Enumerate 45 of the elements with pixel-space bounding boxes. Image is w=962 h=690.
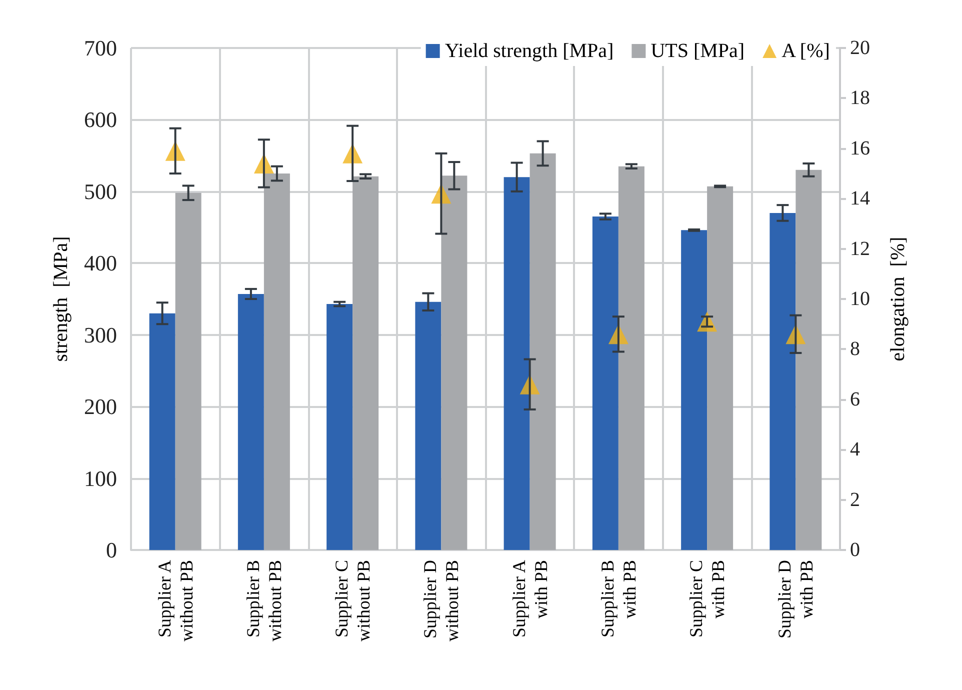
legend-label: UTS [MPa] bbox=[650, 40, 745, 62]
y2-tick-label: 12 bbox=[850, 238, 870, 260]
x-tick-label: Supplier D with PB bbox=[774, 560, 817, 638]
bar bbox=[796, 170, 822, 550]
y-tick-label: 0 bbox=[106, 538, 117, 562]
x-tick-label: Supplier B with PB bbox=[597, 560, 640, 638]
bar bbox=[707, 186, 734, 550]
y2-tick-label: 2 bbox=[850, 488, 860, 511]
y-axis-title: strength [MPa] bbox=[50, 236, 72, 362]
y2-tick-label: 8 bbox=[850, 338, 860, 360]
y2-tick-label: 18 bbox=[850, 87, 870, 110]
bar bbox=[238, 294, 264, 550]
y2-tick-label: 20 bbox=[850, 37, 870, 59]
bar bbox=[681, 230, 708, 550]
y-tick-label: 600 bbox=[84, 107, 117, 132]
y-tick-label: 700 bbox=[84, 36, 117, 60]
bar bbox=[504, 177, 530, 550]
bar bbox=[530, 153, 556, 550]
y-tick-label: 500 bbox=[84, 178, 117, 204]
y2-axis-title: elongation [%] bbox=[887, 236, 909, 362]
bar bbox=[175, 192, 202, 550]
bar bbox=[415, 302, 442, 550]
bar bbox=[264, 174, 290, 550]
y2-tick-label: 4 bbox=[850, 438, 860, 461]
y2-tick-label: 10 bbox=[850, 288, 870, 310]
y2-tick-label: 6 bbox=[850, 388, 860, 410]
y-tick-label: 200 bbox=[84, 394, 117, 420]
bar bbox=[618, 166, 644, 550]
legend-label: A [%] bbox=[782, 40, 830, 62]
y-tick-label: 300 bbox=[84, 322, 117, 348]
bar bbox=[441, 176, 468, 550]
bar bbox=[352, 176, 379, 550]
y-tick-label: 400 bbox=[84, 250, 117, 276]
y2-tick-label: 0 bbox=[850, 539, 860, 561]
legend-label: Yield strength [MPa] bbox=[444, 40, 614, 62]
x-tick-label: Supplier C with PB bbox=[686, 560, 728, 638]
bar bbox=[326, 304, 353, 550]
bar bbox=[592, 216, 618, 550]
bar bbox=[770, 212, 796, 550]
y-tick-label: 100 bbox=[84, 466, 117, 491]
y2-tick-label: 14 bbox=[850, 188, 870, 210]
x-tick-label: Supplier A with PB bbox=[508, 560, 551, 638]
bar bbox=[149, 313, 176, 550]
y2-tick-label: 16 bbox=[850, 137, 870, 160]
x-tick-label: Supplier A without PB bbox=[154, 560, 196, 642]
